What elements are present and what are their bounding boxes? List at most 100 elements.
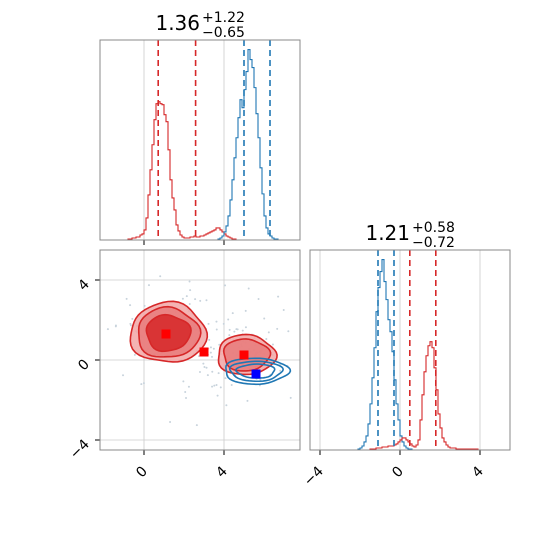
- sample-dot: [216, 394, 219, 397]
- bottom-right-frame: [309, 249, 511, 451]
- sample-dot: [187, 385, 190, 388]
- sample-dot: [209, 351, 212, 354]
- sample-dot: [279, 369, 282, 372]
- sample-dot: [207, 322, 210, 325]
- sample-dot: [185, 295, 188, 298]
- bottom-left-contours: [129, 300, 292, 386]
- sample-dot: [209, 346, 212, 349]
- sample-dot: [236, 328, 239, 331]
- bottom-right-hist-series-1: [369, 341, 479, 450]
- sample-dot: [224, 284, 227, 287]
- sample-dot: [189, 289, 192, 292]
- sample-dot: [247, 287, 250, 290]
- sample-dot: [142, 382, 145, 385]
- sample-dot: [233, 330, 236, 333]
- top-left-hist-series-1: [217, 48, 279, 240]
- sample-dot: [188, 280, 191, 283]
- sample-dot: [287, 330, 290, 333]
- bottom-right-histogram-panel: −4 0 4: [301, 249, 511, 489]
- sample-dot: [219, 386, 222, 389]
- sample-dot: [289, 396, 292, 399]
- sample-dot: [225, 404, 228, 407]
- sample-dot: [215, 320, 218, 323]
- sample-dot: [257, 298, 260, 301]
- bottom-left-scatter-panel: 0 4 −4 0 4: [67, 249, 314, 482]
- sample-dot: [224, 377, 227, 380]
- sample-dot: [206, 374, 209, 377]
- bottom-right-xtick-label: 4: [469, 463, 487, 481]
- sample-dot: [241, 329, 244, 332]
- sample-dot: [202, 362, 205, 365]
- sample-dot: [129, 322, 132, 325]
- sample-dot: [208, 338, 211, 341]
- sample-dot: [184, 391, 187, 394]
- sample-dot: [122, 374, 125, 377]
- sample-dot: [217, 372, 220, 375]
- sample-dot: [129, 324, 132, 327]
- sample-dot: [106, 328, 109, 331]
- sample-dot: [277, 295, 280, 298]
- sample-dot: [205, 366, 208, 369]
- sample-dot: [131, 317, 134, 320]
- sample-dot: [129, 304, 132, 307]
- bottom-left-frame: [99, 249, 301, 451]
- sample-dot: [125, 297, 128, 300]
- sample-dot: [218, 343, 221, 346]
- sample-dot: [143, 304, 146, 307]
- top-left-hist-series-0: [127, 101, 237, 240]
- sample-dot: [267, 331, 270, 334]
- contour-2-level-2: [234, 363, 276, 379]
- bottom-right-title-sub: −0.72: [412, 235, 455, 251]
- sample-dot: [194, 298, 197, 301]
- contour-2-level-1: [228, 360, 284, 383]
- sample-dot: [181, 297, 184, 300]
- bottom-left-xtick-label: 0: [133, 464, 151, 482]
- sample-dot: [222, 322, 225, 325]
- sample-dot: [230, 384, 233, 387]
- sample-dot: [312, 301, 314, 303]
- sample-dot: [195, 424, 198, 427]
- sample-dot: [244, 326, 247, 329]
- sample-dot: [114, 324, 117, 327]
- sample-dot: [244, 309, 247, 312]
- sample-dot: [211, 355, 214, 358]
- sample-dot: [259, 378, 262, 381]
- sample-dot: [159, 275, 162, 278]
- sample-dot: [169, 420, 172, 423]
- sample-dot: [133, 353, 136, 356]
- sample-dot: [212, 347, 215, 350]
- marker-1: [199, 347, 209, 357]
- sample-dot: [140, 383, 143, 386]
- sample-dot: [215, 328, 218, 331]
- sample-dot: [227, 318, 230, 321]
- sample-dot: [271, 343, 274, 346]
- bottom-left-xtick-label: 4: [213, 463, 231, 481]
- sample-dot: [185, 397, 188, 400]
- marker-0: [161, 329, 171, 339]
- contour-2-level-0: [225, 357, 292, 386]
- marker-2: [239, 350, 249, 360]
- sample-dot: [228, 328, 231, 331]
- marker-3: [251, 369, 261, 379]
- sample-dot: [213, 384, 216, 387]
- sample-dot: [147, 284, 150, 287]
- sample-dot: [203, 365, 206, 368]
- bottom-left-ytick-label: 4: [75, 276, 93, 294]
- sample-dot: [228, 334, 231, 337]
- top-left-title: 1.36: [155, 11, 200, 35]
- sample-dot: [276, 327, 279, 330]
- sample-dot: [263, 317, 266, 320]
- sample-dot: [211, 385, 214, 388]
- sample-dot: [198, 370, 201, 373]
- sample-dot: [211, 370, 214, 373]
- sample-dot: [282, 308, 285, 311]
- sample-dot: [265, 338, 268, 341]
- sample-dot: [205, 299, 208, 302]
- sample-dot: [199, 299, 202, 302]
- bottom-left-ytick-label: 0: [75, 357, 93, 375]
- bottom-right-title: 1.21: [365, 221, 410, 245]
- sample-dot: [182, 380, 185, 383]
- top-left-title-sup: +1.22: [202, 10, 245, 26]
- bottom-left-ytick-label: −4: [67, 436, 93, 462]
